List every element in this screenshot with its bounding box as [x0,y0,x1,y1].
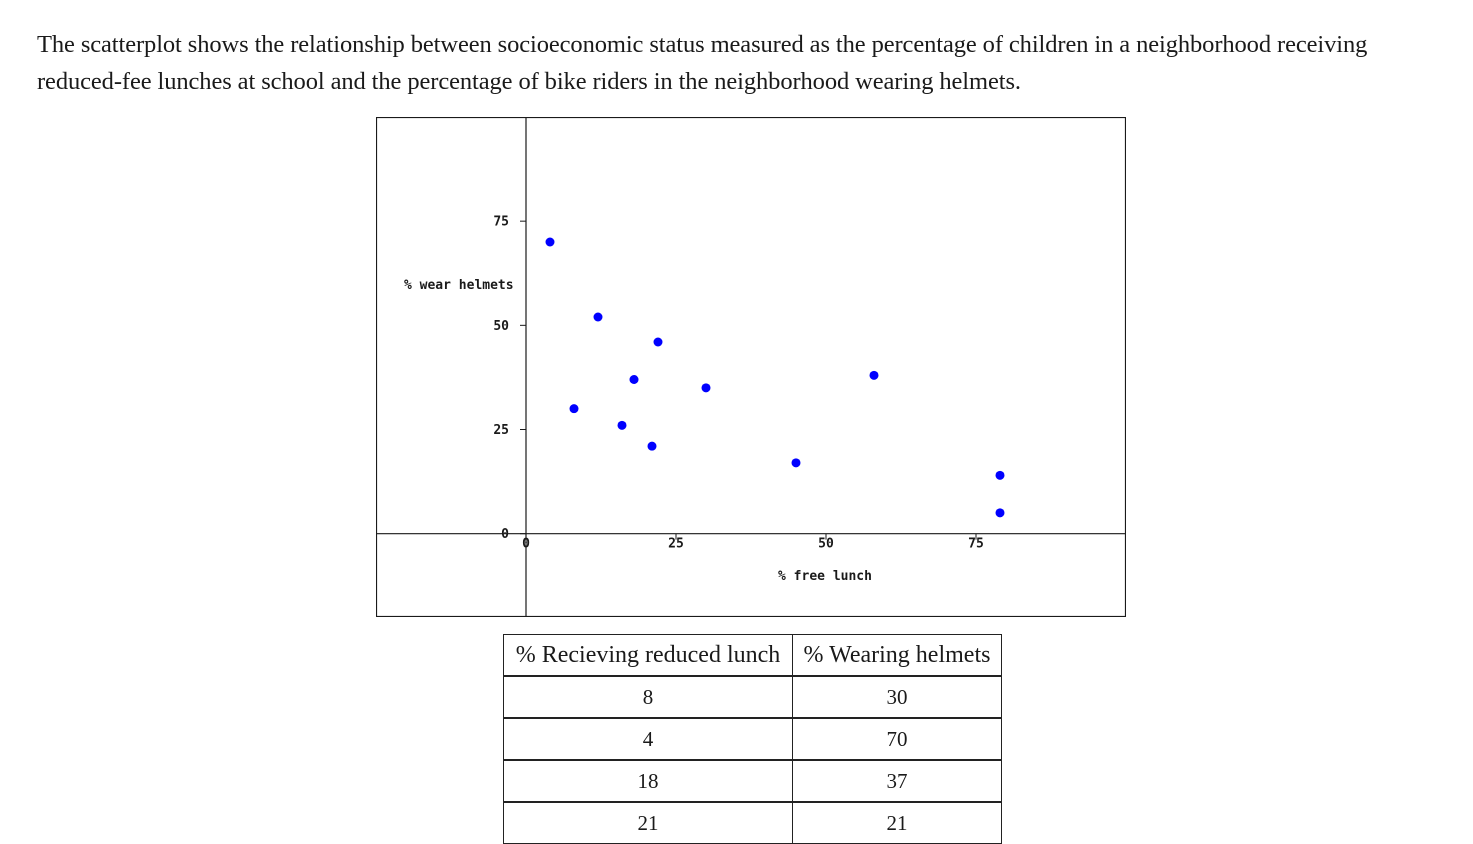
scatter-point [701,383,711,393]
table-row: 4 70 [503,717,1002,761]
table-cell: 30 [792,675,1002,719]
intro-paragraph: The scatterplot shows the relationship b… [37,31,1368,95]
table-row: 21 21 [503,801,1002,844]
scatter-point [647,441,657,451]
scatter-point [791,458,801,468]
scatter-chart-svg: 0 25 50 75 0 25 50 75 % wear helmets % free lun… [376,117,1126,617]
scatter-point [617,420,627,430]
x-axis-title: % free lunch [778,569,872,584]
data-table: % Recieving reduced lunch % Wearing helm… [503,634,1002,844]
x-tick-label: 25 [668,537,684,552]
table-row: 8 30 [503,675,1002,719]
scatter-point [545,237,555,247]
table-cell: 18 [503,759,793,803]
scatter-point [629,375,639,384]
scatter-point [995,470,1005,480]
table-cell: 21 [503,801,793,844]
y-tick-label: 25 [493,423,509,438]
table-cell: 8 [503,675,793,719]
scatter-chart: 0 25 50 75 0 25 50 75 % wear helmets % free lun… [376,117,1126,617]
x-tick-label: 75 [968,537,984,552]
table-cell: 37 [792,759,1002,803]
y-tick-label: 0 [501,527,509,542]
table-header-row: % Recieving reduced lunch % Wearing helm… [503,634,1002,677]
y-axis-title: % wear helmets [404,278,514,293]
table-cell: 21 [792,801,1002,844]
y-tick-label: 50 [493,319,509,334]
scatter-point [593,312,603,322]
x-tick-label: 50 [818,537,834,552]
scatter-point [995,508,1005,518]
table-row: 18 37 [503,759,1002,803]
x-tick-label: 0 [522,537,530,552]
y-tick-label: 75 [493,215,509,230]
table-cell: 70 [792,717,1002,761]
scatter-point [869,370,879,380]
scatter-point [653,337,663,347]
chart-frame [376,117,1126,617]
scatter-point [569,404,579,414]
column-header: % Recieving reduced lunch [503,634,793,677]
column-header: % Wearing helmets [792,634,1002,677]
table-cell: 4 [503,717,793,761]
